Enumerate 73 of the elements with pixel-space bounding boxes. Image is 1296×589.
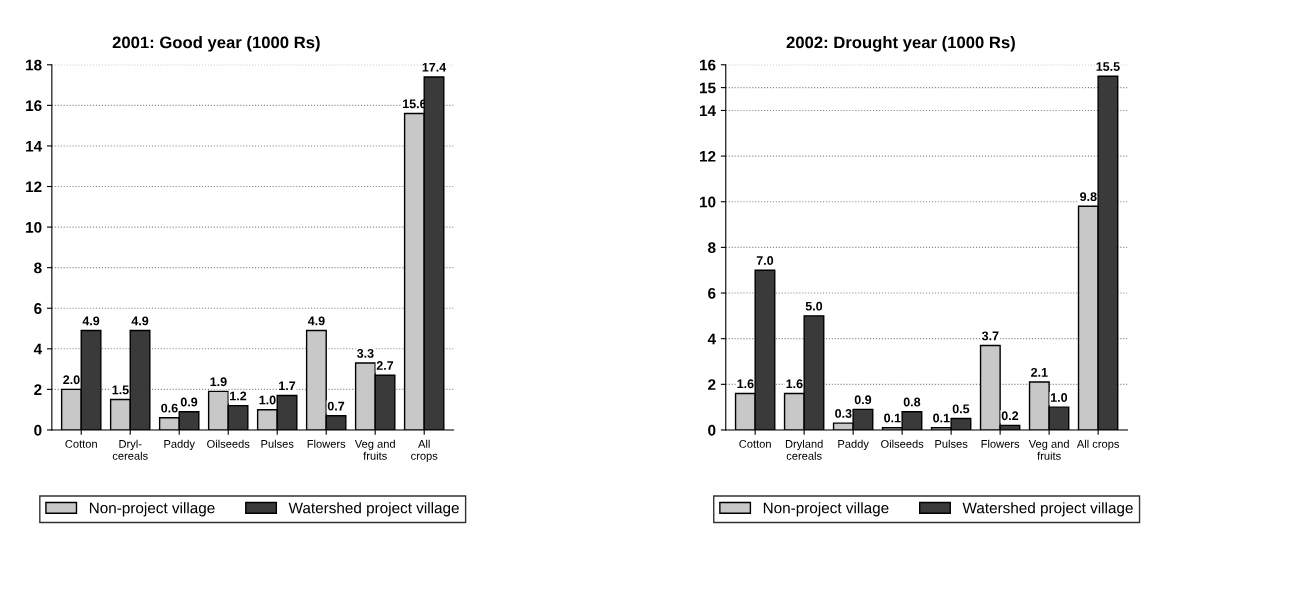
y-tick-label: 12 — [26, 181, 42, 193]
x-tick-label: Paddy — [838, 439, 869, 451]
x-tick-label: Oilseeds — [881, 439, 924, 448]
x-tick-label: Pulses — [261, 439, 294, 448]
x-tick-label: Pulses — [935, 439, 968, 448]
data-label: 1.9 — [210, 377, 227, 387]
y-tick-label: 14 — [700, 105, 716, 116]
data-label: 4.9 — [131, 316, 149, 326]
data-label: 4.9 — [82, 316, 100, 326]
data-label: 4.9 — [307, 316, 325, 326]
y-tick-label: 18 — [26, 59, 42, 71]
y-tick-label: 16 — [26, 100, 42, 112]
y-tick-label: 2 — [34, 384, 42, 395]
legend-label: Non-project village — [89, 502, 215, 517]
y-tick-label: 4 — [33, 343, 43, 355]
y-tick-label: 6 — [34, 303, 42, 314]
legend-label: Watershed project village — [962, 502, 1133, 517]
x-tick-label: Dryl- cereals — [112, 439, 148, 460]
y-tick-label: 2 — [708, 379, 716, 390]
data-label: 3.3 — [357, 348, 374, 358]
y-tick-label: 15 — [700, 82, 716, 94]
y-tick-label: 8 — [708, 242, 716, 254]
data-label: 2.7 — [376, 361, 394, 370]
y-tick-label: 14 — [26, 140, 43, 152]
data-label: 1.5 — [112, 385, 129, 395]
data-label: 1.6 — [737, 379, 754, 389]
y-tick-label: 8 — [34, 262, 42, 274]
data-label: 2.0 — [63, 375, 80, 385]
data-label: 0.3 — [835, 409, 852, 418]
data-label: 0.5 — [952, 404, 970, 414]
y-tick-label: 4 — [707, 333, 716, 345]
data-label: 7.0 — [756, 256, 774, 265]
data-label: 1.7 — [279, 381, 296, 391]
legend-label: Non-project village — [763, 502, 889, 517]
x-tick-label: Veg and fruits — [1028, 439, 1069, 460]
x-tick-label: Oilseeds — [207, 439, 250, 448]
data-label: 17.4 — [422, 62, 447, 72]
y-tick-label: 16 — [700, 59, 716, 71]
y-tick-label: 6 — [708, 287, 716, 299]
data-label: 1.6 — [786, 379, 803, 389]
chart-title: 2001: Good year (1000 Rs) — [112, 36, 320, 52]
data-label: 0.6 — [161, 403, 178, 413]
data-label: 9.8 — [1080, 192, 1097, 202]
x-tick-label: All crops — [1076, 439, 1120, 451]
x-tick-label: Paddy — [164, 439, 195, 451]
data-label: 0.1 — [933, 413, 950, 423]
y-tick-label: 0 — [708, 424, 716, 436]
x-tick-label: Cotton — [65, 439, 97, 448]
x-tick-label: Dryland cereals — [785, 439, 823, 460]
chart-title: 2002: Drought year (1000 Rs) — [786, 36, 1015, 52]
x-tick-label: Flowers — [981, 439, 1020, 448]
data-label: 5.0 — [805, 301, 823, 311]
x-tick-label: Veg and fruits — [354, 439, 395, 460]
y-tick-label: 0 — [34, 424, 42, 436]
data-label: 0.1 — [884, 413, 901, 423]
data-label: 0.7 — [327, 401, 345, 411]
data-label: 1.0 — [259, 395, 276, 405]
y-tick-label: 10 — [26, 221, 42, 233]
data-label: 1.0 — [1051, 393, 1068, 402]
data-label: 0.9 — [854, 395, 872, 405]
y-tick-label: 10 — [700, 196, 716, 208]
x-tick-label: Flowers — [307, 439, 346, 448]
data-label: 0.9 — [180, 397, 198, 407]
data-label: 0.8 — [903, 397, 921, 407]
data-label: 1.2 — [230, 391, 247, 401]
x-tick-label: All crops — [411, 439, 438, 463]
legend-label: Watershed project village — [288, 502, 459, 517]
data-label: 15.5 — [1096, 62, 1120, 71]
y-tick-label: 12 — [700, 150, 716, 162]
x-tick-label: Cotton — [739, 439, 771, 448]
data-label: 0.2 — [1001, 411, 1019, 421]
data-label: 2.1 — [1031, 367, 1048, 377]
data-label: 3.7 — [981, 331, 999, 341]
